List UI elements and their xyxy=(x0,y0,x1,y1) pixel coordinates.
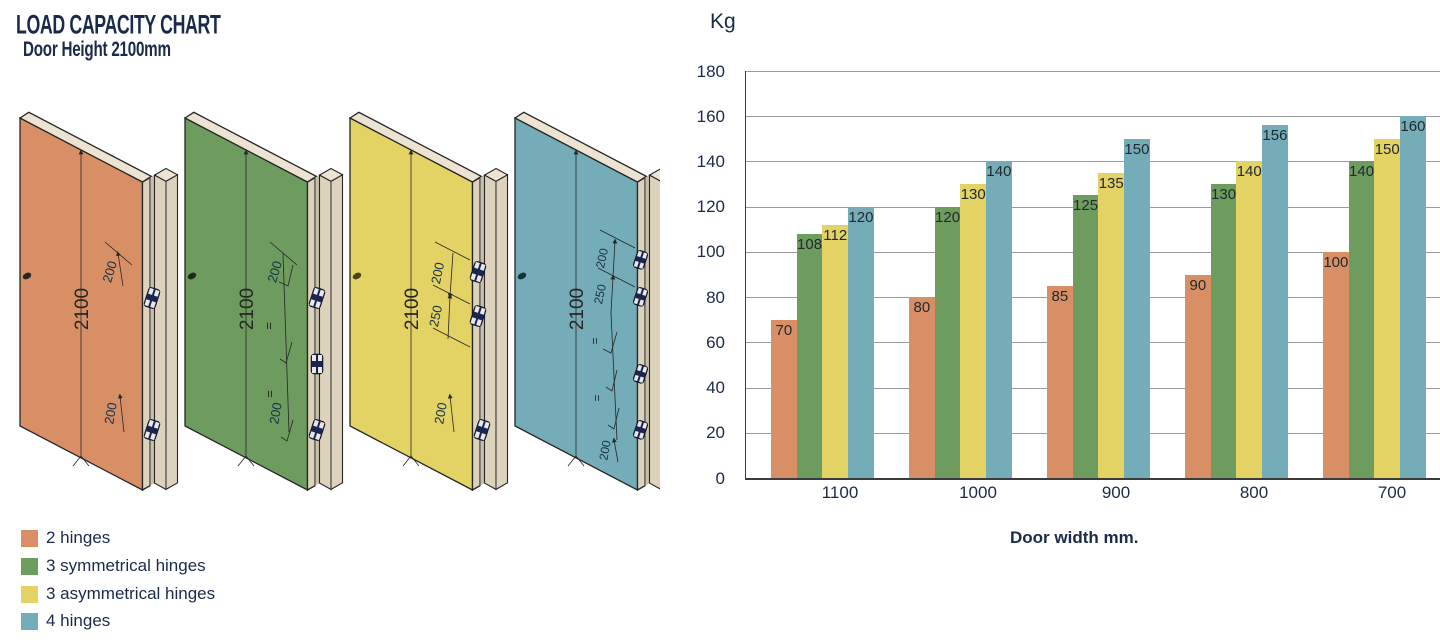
svg-text:2100: 2100 xyxy=(72,288,93,330)
svg-text:2100: 2100 xyxy=(237,288,258,330)
svg-text:=: = xyxy=(588,337,602,344)
svg-text:2100: 2100 xyxy=(567,288,588,330)
svg-text:=: = xyxy=(261,322,276,330)
svg-text:2100: 2100 xyxy=(402,288,423,330)
svg-text:=: = xyxy=(590,394,604,401)
svg-text:=: = xyxy=(262,390,277,398)
